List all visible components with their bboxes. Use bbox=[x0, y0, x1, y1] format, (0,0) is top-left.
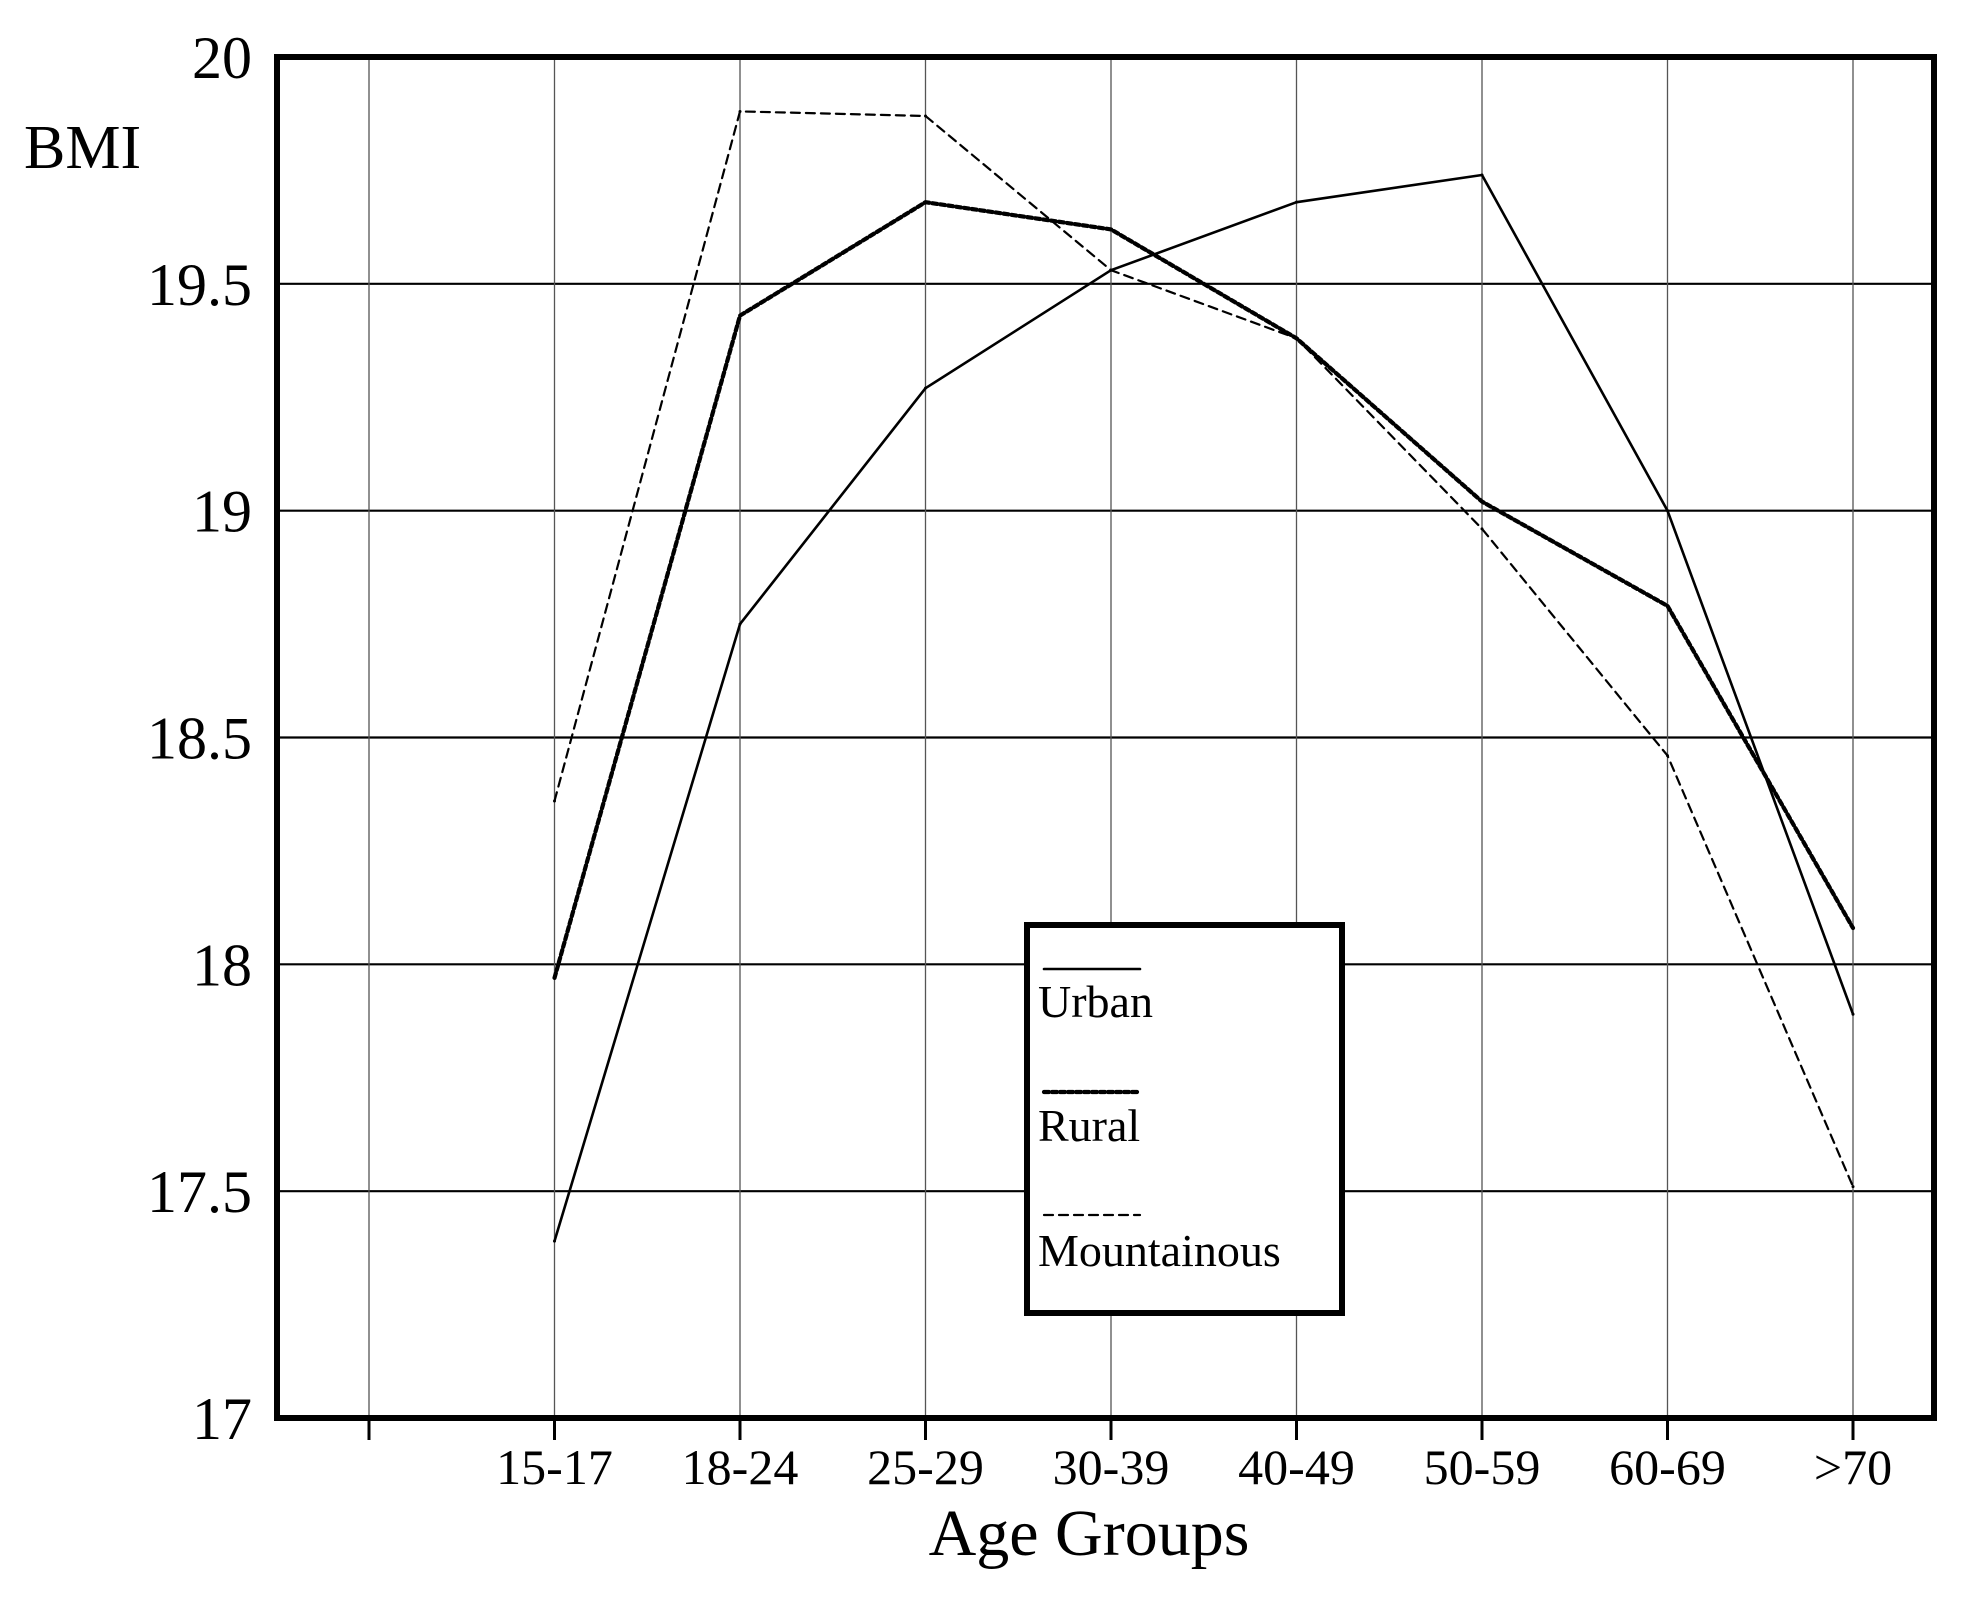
data-point-mountainous bbox=[1851, 1185, 1855, 1189]
data-point-mountainous bbox=[553, 799, 556, 803]
plot-frame bbox=[274, 54, 1937, 1421]
data-point-urban bbox=[553, 1239, 556, 1243]
data-point-rural bbox=[1109, 227, 1113, 231]
legend-box bbox=[1024, 922, 1345, 1316]
y-tick-label: 17.5 bbox=[147, 1159, 252, 1225]
x-tick-label: 18-24 bbox=[682, 1439, 799, 1495]
data-point-mountainous bbox=[1666, 754, 1669, 758]
y-axis-label: BMI bbox=[24, 114, 141, 182]
data-point-rural bbox=[1666, 604, 1669, 608]
x-tick-label: 50-59 bbox=[1424, 1439, 1541, 1495]
data-point-rural bbox=[1851, 926, 1855, 930]
data-point-urban bbox=[738, 622, 742, 626]
y-tick-label: 20 bbox=[192, 25, 252, 91]
data-point-urban bbox=[924, 386, 927, 390]
data-point-urban bbox=[1295, 200, 1298, 204]
series-line-urban bbox=[553, 173, 1855, 1243]
x-tick-label: >70 bbox=[1814, 1439, 1892, 1495]
legend-label-mountainous: Mountainous bbox=[1038, 1225, 1281, 1276]
data-point-rural bbox=[1480, 500, 1484, 504]
series-line-rural bbox=[552, 200, 1856, 981]
data-point-mountainous bbox=[924, 114, 927, 118]
data-point-urban bbox=[1480, 173, 1484, 177]
legend-label-rural: Rural bbox=[1038, 1100, 1140, 1151]
grid-lines bbox=[277, 57, 1934, 1418]
data-point-urban bbox=[1851, 1012, 1855, 1016]
data-point-rural bbox=[553, 976, 556, 980]
x-tick-label: 40-49 bbox=[1238, 1439, 1355, 1495]
series-lines bbox=[552, 109, 1856, 1243]
x-tick-label: 30-39 bbox=[1053, 1439, 1170, 1495]
y-tick-label: 19 bbox=[192, 479, 252, 545]
y-tick-label: 18 bbox=[192, 932, 252, 998]
y-tick-label: 17 bbox=[192, 1386, 252, 1452]
data-point-mountainous bbox=[1109, 268, 1113, 272]
legend-label-urban: Urban bbox=[1038, 976, 1153, 1027]
data-point-rural bbox=[738, 314, 742, 318]
x-tick-label: 60-69 bbox=[1609, 1439, 1726, 1495]
legend: Urban Rural Mountainous bbox=[1024, 922, 1345, 1316]
data-point-rural bbox=[924, 200, 927, 204]
data-point-mountainous bbox=[1295, 336, 1298, 340]
data-point-mountainous bbox=[1480, 527, 1484, 531]
x-tick-label: 25-29 bbox=[867, 1439, 984, 1495]
y-tick-label: 18.5 bbox=[147, 706, 252, 772]
data-point-urban bbox=[1666, 509, 1669, 513]
series-line-mountainous bbox=[553, 110, 1855, 1188]
x-axis-label: Age Groups bbox=[929, 1497, 1250, 1570]
y-tick-label: 19.5 bbox=[147, 252, 252, 318]
x-tick-label: 15-17 bbox=[496, 1439, 613, 1495]
axis-ticks: 17 17.5 18 18.5 19 19.5 20 15-17 18-24 25-29 30-39… bbox=[147, 25, 1892, 1495]
data-point-mountainous bbox=[738, 109, 742, 113]
